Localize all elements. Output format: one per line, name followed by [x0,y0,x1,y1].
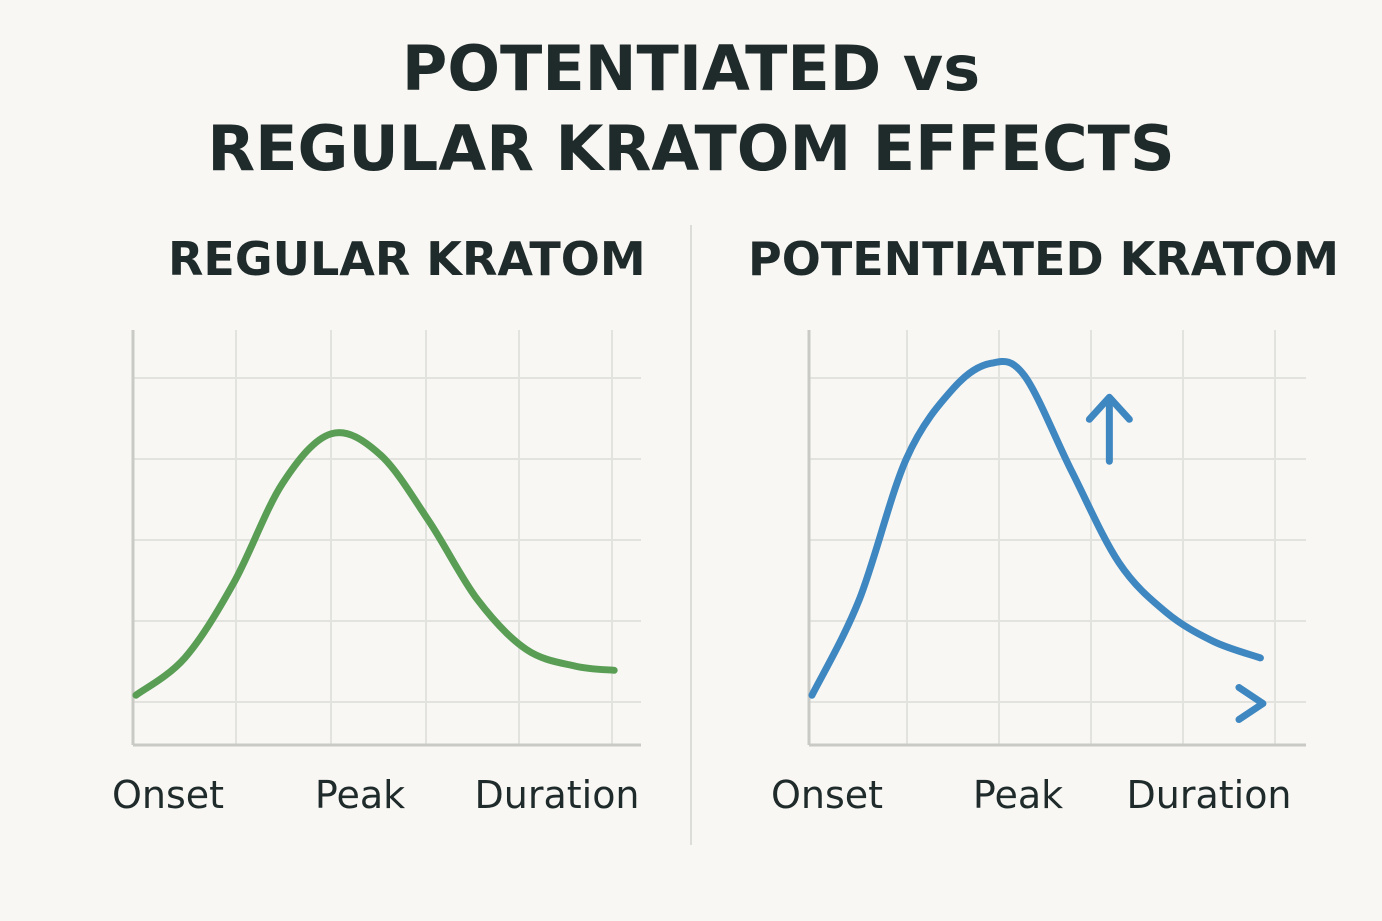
regular-panel-title: REGULAR KRATOM [168,232,646,286]
regular-x-tick-label-duration: Duration [474,773,640,817]
potentiated-panel-title: POTENTIATED KRATOM [748,232,1339,286]
regular-kratom-chart [131,330,641,747]
chart-title-line-1: POTENTIATED vs [401,32,981,105]
regular-x-tick-label-onset: Onset [111,773,225,817]
potentiated-effect-curve [808,357,1264,699]
panel-divider [690,225,692,845]
regular-effect-curve [132,429,618,699]
regular-x-tick-label-peak: Peak [314,773,406,817]
potentiated-x-tick-label-onset: Onset [770,773,884,817]
right-chevron-icon [1235,684,1267,723]
up-arrow-icon [1085,393,1133,465]
chart-title-line-2: REGULAR KRATOM EFFECTS [207,112,1175,185]
potentiated-x-tick-label-peak: Peak [972,773,1064,817]
potentiated-x-tick-label-duration: Duration [1126,773,1292,817]
potentiated-kratom-chart [807,330,1306,747]
